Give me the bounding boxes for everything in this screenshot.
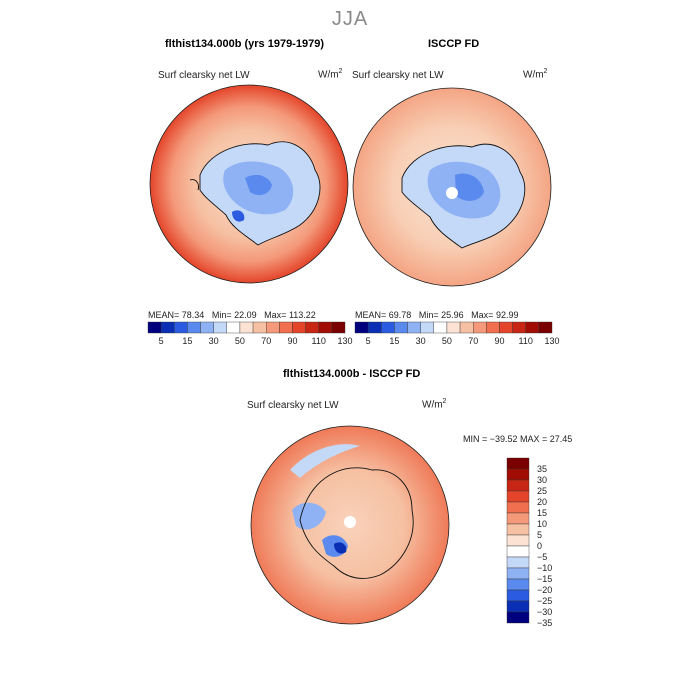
panel-1-colorbar-cell bbox=[239, 321, 254, 334]
diff-colorbar-cell bbox=[506, 545, 530, 558]
panel-1-colorbar-tick-label: 5 bbox=[159, 336, 164, 346]
diff-colorbar-cell bbox=[506, 600, 530, 613]
panel-1-colorbar-tick-label: 15 bbox=[182, 336, 192, 346]
diff-colorbar-cell bbox=[506, 589, 530, 602]
diff-colorbar-cell bbox=[506, 556, 530, 569]
panel-1-colorbar-cell bbox=[252, 321, 267, 334]
panel-2-colorbar-tick-label: 5 bbox=[366, 336, 371, 346]
panel-2-colorbar-tick-label: 130 bbox=[544, 336, 559, 346]
diff-colorbar-tick-label: −20 bbox=[537, 585, 552, 595]
diff-colorbar-tick-label: 15 bbox=[537, 508, 547, 518]
diff-minmax: MIN = −39.52 MAX = 27.45 bbox=[463, 434, 573, 444]
season-title: JJA bbox=[331, 8, 369, 30]
diff-colorbar-cell bbox=[506, 512, 530, 525]
diff-colorbar-tick-label: 25 bbox=[537, 486, 547, 496]
panel-2-colorbar-cell bbox=[354, 321, 369, 334]
panel-2-colorbar-tick-label: 30 bbox=[416, 336, 426, 346]
panel-1-colorbar-cell bbox=[279, 321, 293, 334]
panel-1-colorbar-tick-label: 30 bbox=[209, 336, 219, 346]
diff-colorbar-cell bbox=[506, 523, 530, 536]
panel-2-colorbar-cell bbox=[407, 321, 421, 334]
diff-colorbar-tick-label: −30 bbox=[537, 607, 552, 617]
diff-colorbar-tick-label: −5 bbox=[537, 552, 547, 562]
panel-2-units: W/m2 bbox=[523, 68, 548, 81]
diff-colorbar-tick-label: 20 bbox=[537, 497, 547, 507]
diff-colorbar-tick-label: 35 bbox=[537, 464, 547, 474]
panel-2-map bbox=[352, 87, 552, 287]
panel-2-colorbar-cell bbox=[381, 321, 395, 334]
panel-1-colorbar-tick-label: 110 bbox=[312, 336, 326, 346]
panel-2-colorbar-tick-label: 110 bbox=[519, 336, 533, 346]
panel-1-colorbar-cell bbox=[292, 321, 306, 334]
panel-1-title: flthist134.000b (yrs 1979-1979) bbox=[165, 38, 324, 50]
panel-2-colorbar-tick-label: 50 bbox=[442, 336, 452, 346]
panel-1-colorbar-cell bbox=[305, 321, 319, 334]
diff-colorbar-cell bbox=[506, 457, 530, 470]
panel-1-colorbar-cell bbox=[213, 321, 228, 334]
panel-2-variable: Surf clearsky net LW bbox=[352, 70, 444, 81]
panel-2-colorbar-cell bbox=[446, 321, 461, 334]
panel-1-stats: MEAN= 78.34 Min= 22.09 Max= 113.22 bbox=[148, 310, 316, 320]
panel-2-colorbar-tick-label: 90 bbox=[494, 336, 504, 346]
panel-2-colorbar-cell bbox=[367, 321, 382, 334]
panel-2-colorbar-cell bbox=[538, 321, 553, 334]
panel-1-colorbar-tick-label: 90 bbox=[287, 336, 297, 346]
diff-colorbar-tick-label: 5 bbox=[537, 530, 542, 540]
panel-1-colorbar-cell bbox=[174, 321, 188, 334]
panel-1-colorbar-cell bbox=[226, 321, 241, 334]
diff-colorbar-tick-label: 10 bbox=[537, 519, 547, 529]
panel-2-colorbar-cell bbox=[499, 321, 513, 334]
diff-colorbar-cell bbox=[506, 479, 530, 492]
panel-1-colorbar-cell bbox=[266, 321, 280, 334]
diff-colorbar-tick-label: −15 bbox=[537, 574, 552, 584]
panel-2-colorbar-cell bbox=[459, 321, 474, 334]
diff-colorbar-cell bbox=[506, 501, 530, 514]
panel-2-colorbar-cell bbox=[525, 321, 540, 334]
diff-colorbar-cell bbox=[506, 567, 530, 580]
diff-colorbar-cell bbox=[506, 490, 530, 503]
diff-map bbox=[250, 425, 450, 625]
panel-2-title: ISCCP FD bbox=[428, 38, 480, 50]
panel-1-variable: Surf clearsky net LW bbox=[158, 70, 250, 81]
panel-2-colorbar-tick-label: 70 bbox=[468, 336, 478, 346]
panel-1-colorbar-cell bbox=[331, 321, 346, 334]
diff-title: flthist134.000b - ISCCP FD bbox=[283, 368, 421, 380]
diff-colorbar-tick-label: −35 bbox=[537, 618, 552, 628]
diff-colorbar-tick-label: 0 bbox=[537, 541, 542, 551]
panel-2-colorbar-cell bbox=[486, 321, 500, 334]
diff-colorbar-cell bbox=[506, 468, 530, 481]
panel-2-colorbar-cell bbox=[433, 321, 448, 334]
panel-1-colorbar-cell bbox=[200, 321, 214, 334]
panel-1-colorbar-cell bbox=[187, 321, 201, 334]
panel-2-colorbar-cell bbox=[394, 321, 408, 334]
diff-units: W/m2 bbox=[422, 398, 447, 411]
diff-colorbar-tick-label: −10 bbox=[537, 563, 552, 573]
panel-1-map bbox=[149, 84, 349, 284]
diff-variable: Surf clearsky net LW bbox=[247, 400, 339, 411]
diff-colorbar-cell bbox=[506, 534, 530, 547]
panel-2-stats: MEAN= 69.78 Min= 25.96 Max= 92.99 bbox=[355, 310, 519, 320]
panel-2-colorbar-cell bbox=[512, 321, 526, 334]
panel-1-units: W/m2 bbox=[318, 68, 343, 81]
panel-1-colorbar-tick-label: 50 bbox=[235, 336, 245, 346]
panel-1-colorbar-cell bbox=[318, 321, 333, 334]
diff-colorbar-tick-label: 30 bbox=[537, 475, 547, 485]
diff-colorbar-cell bbox=[506, 611, 530, 624]
panel-2-colorbar-tick-label: 15 bbox=[389, 336, 399, 346]
diff-colorbar-cell bbox=[506, 578, 530, 591]
panel-1-colorbar-cell bbox=[160, 321, 175, 334]
diff-colorbar-tick-label: −25 bbox=[537, 596, 552, 606]
panel-1-colorbar-tick-label: 70 bbox=[261, 336, 271, 346]
panel-2-colorbar-cell bbox=[420, 321, 434, 334]
panel-2-colorbar-cell bbox=[473, 321, 487, 334]
panel-1-colorbar-tick-label: 130 bbox=[337, 336, 352, 346]
panel-1-colorbar-cell bbox=[147, 321, 162, 334]
